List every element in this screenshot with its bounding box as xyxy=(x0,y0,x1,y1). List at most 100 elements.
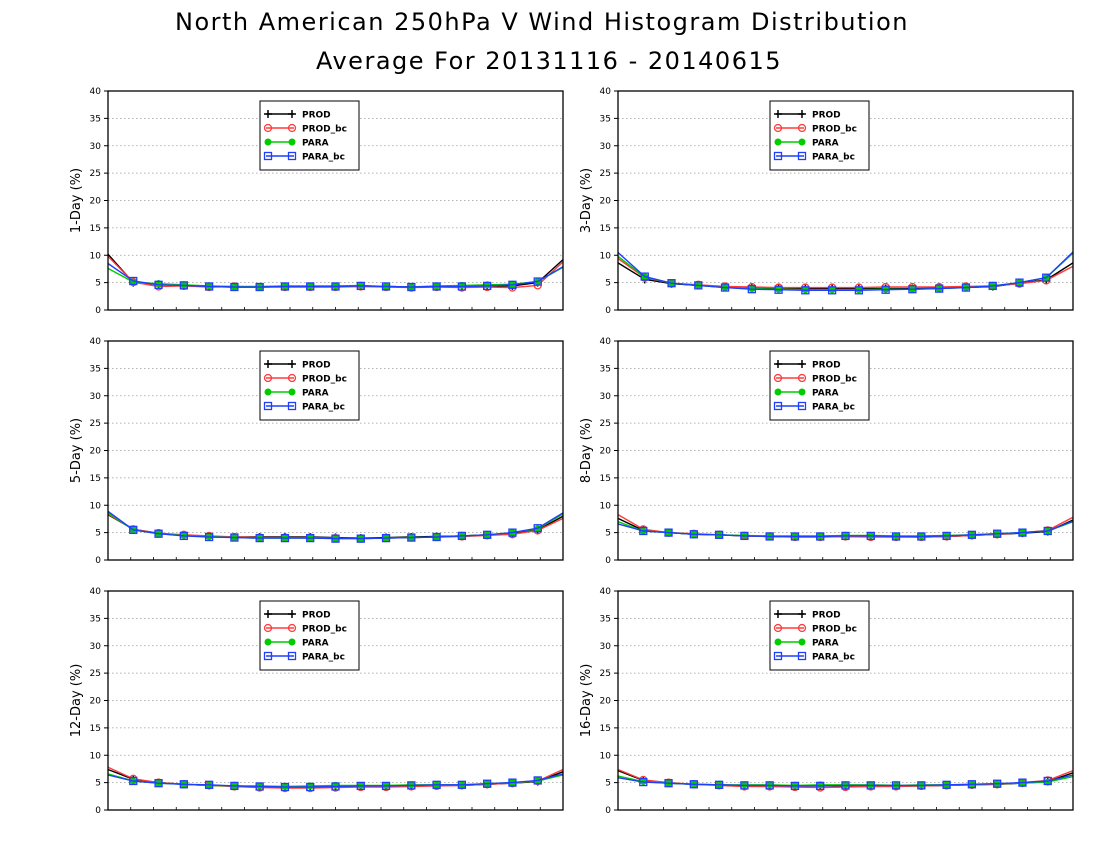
data-point xyxy=(533,776,542,785)
data-point xyxy=(942,780,951,789)
data-point xyxy=(129,525,138,535)
y-tick-label: 20 xyxy=(90,697,102,707)
legend-marker xyxy=(773,123,783,133)
legend-label: PROD xyxy=(812,361,841,371)
y-tick-label: 25 xyxy=(90,419,101,429)
data-point xyxy=(816,781,825,791)
legend-marker xyxy=(288,638,296,646)
data-point xyxy=(280,533,290,543)
legend-box xyxy=(769,600,870,671)
y-axis-label: 1-Day (%) xyxy=(69,168,84,233)
legend-label: PARA_bc xyxy=(812,403,855,413)
series-para-bc xyxy=(107,773,564,792)
data-point xyxy=(827,286,837,295)
data-point xyxy=(457,780,467,789)
legend-marker xyxy=(774,138,782,146)
data-point xyxy=(714,530,724,539)
series-line xyxy=(107,773,564,788)
data-point xyxy=(801,286,810,295)
data-point xyxy=(331,782,340,791)
panel-6: 0 5 10 15 20 25 30 35 40 16-Day (%) PROD PROD_bc PAR… xyxy=(579,587,1074,816)
y-axis-label: 3-Day (%) xyxy=(579,168,594,233)
data-point xyxy=(204,282,214,291)
figure-subtitle: Average For 20131116 - 20140615 xyxy=(316,47,782,75)
y-tick-label: 5 xyxy=(605,529,611,539)
legend-marker xyxy=(774,360,782,368)
y-tick-label: 40 xyxy=(90,337,102,347)
legend-label: PARA_bc xyxy=(812,653,855,663)
y-tick-label: 0 xyxy=(95,556,101,566)
series-line xyxy=(617,520,1074,538)
legend-marker xyxy=(798,638,806,646)
data-point xyxy=(816,532,825,541)
data-point xyxy=(129,276,138,286)
data-point xyxy=(129,776,138,786)
y-tick-label: 40 xyxy=(90,587,102,597)
legend-label: PARA xyxy=(302,389,329,399)
panels-group: 0 5 10 15 20 25 30 35 40 1-Day (%) PROD PROD_bc PARA… xyxy=(69,87,1074,816)
plot-frame xyxy=(617,340,1074,561)
series-para-bc xyxy=(107,262,564,292)
y-tick-label: 25 xyxy=(600,419,611,429)
y-tick-label: 35 xyxy=(600,364,611,374)
legend-marker xyxy=(288,110,296,118)
legend-marker xyxy=(288,388,296,396)
plot-frame xyxy=(617,590,1074,811)
data-point xyxy=(1018,778,1027,787)
plot-frame xyxy=(107,340,564,561)
y-tick-label: 10 xyxy=(600,251,612,261)
legend: PROD PROD_bc PARA PARA_bc xyxy=(259,600,360,671)
legend-marker xyxy=(774,638,782,646)
data-point xyxy=(356,781,365,791)
y-tick-label: 10 xyxy=(600,751,612,761)
data-point xyxy=(988,281,997,291)
series-para-bc xyxy=(617,774,1074,791)
legend-marker xyxy=(797,651,807,661)
data-point xyxy=(306,782,315,792)
data-point xyxy=(790,532,800,541)
y-axis-label: 5-Day (%) xyxy=(69,418,84,483)
legend-box xyxy=(259,350,360,421)
legend-marker xyxy=(287,123,297,133)
legend-marker xyxy=(797,373,807,383)
data-point xyxy=(790,781,800,791)
legend-marker xyxy=(264,360,272,368)
legend: PROD PROD_bc PARA PARA_bc xyxy=(259,100,360,171)
data-point xyxy=(179,281,188,290)
legend-label: PROD_bc xyxy=(812,625,857,635)
legend-marker xyxy=(287,651,297,661)
data-point xyxy=(1042,273,1051,282)
legend-label: PARA xyxy=(302,639,329,649)
legend-marker xyxy=(287,151,297,161)
y-tick-label: 0 xyxy=(95,806,101,816)
data-point xyxy=(154,280,163,289)
legend-label: PARA xyxy=(812,139,839,149)
data-point xyxy=(841,531,850,541)
data-point xyxy=(306,282,315,291)
plot-frame xyxy=(617,90,1074,311)
data-point xyxy=(891,532,901,541)
legend-marker xyxy=(264,138,272,146)
legend-marker xyxy=(774,610,782,618)
data-point xyxy=(967,780,977,789)
data-point xyxy=(432,780,441,789)
data-point xyxy=(765,532,774,541)
legend-marker xyxy=(797,623,807,633)
y-tick-label: 20 xyxy=(600,697,612,707)
data-point xyxy=(935,284,944,293)
data-point xyxy=(356,281,365,291)
legend-label: PROD xyxy=(812,611,841,621)
legend-marker xyxy=(287,623,297,633)
y-tick-label: 30 xyxy=(90,392,102,402)
panel-5: 0 5 10 15 20 25 30 35 40 12-Day (%) PROD PROD_bc PAR… xyxy=(69,587,564,816)
legend: PROD PROD_bc PARA PARA_bc xyxy=(259,350,360,421)
data-point xyxy=(774,285,783,294)
y-tick-label: 0 xyxy=(605,806,611,816)
data-point xyxy=(908,285,917,294)
data-point xyxy=(942,531,951,541)
data-point xyxy=(407,282,416,292)
legend-marker xyxy=(263,401,273,411)
y-tick-label: 0 xyxy=(95,306,101,316)
data-point xyxy=(331,282,340,291)
